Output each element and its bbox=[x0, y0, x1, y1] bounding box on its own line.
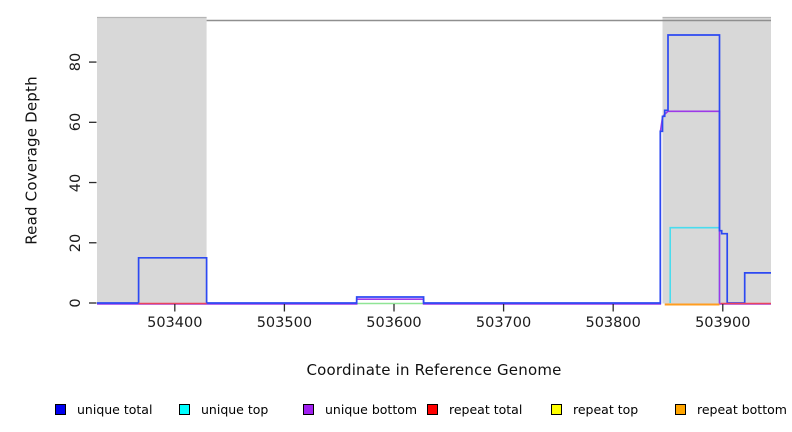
y-axis-label: Read Coverage Depth bbox=[22, 76, 41, 245]
y-tick-label: 0 bbox=[68, 298, 84, 308]
shaded-repeat-region-1 bbox=[97, 17, 207, 304]
shaded-repeat-region-2 bbox=[662, 17, 771, 304]
y-tick-label: 20 bbox=[68, 233, 84, 252]
x-tick-label: 503800 bbox=[585, 315, 641, 331]
x-tick-label: 503700 bbox=[475, 315, 532, 331]
x-axis-label: Coordinate in Reference Genome bbox=[306, 361, 562, 379]
x-tick-label: 503400 bbox=[147, 315, 203, 331]
x-tick-label: 503900 bbox=[695, 315, 751, 331]
x-tick-label: 503500 bbox=[256, 315, 313, 331]
y-tick-label: 80 bbox=[68, 52, 84, 72]
y-tick-label: 60 bbox=[68, 113, 84, 132]
y-tick-label: 40 bbox=[68, 173, 84, 192]
x-tick-label: 503600 bbox=[366, 315, 422, 331]
series-unique-total-seg1 bbox=[97, 34, 771, 304]
